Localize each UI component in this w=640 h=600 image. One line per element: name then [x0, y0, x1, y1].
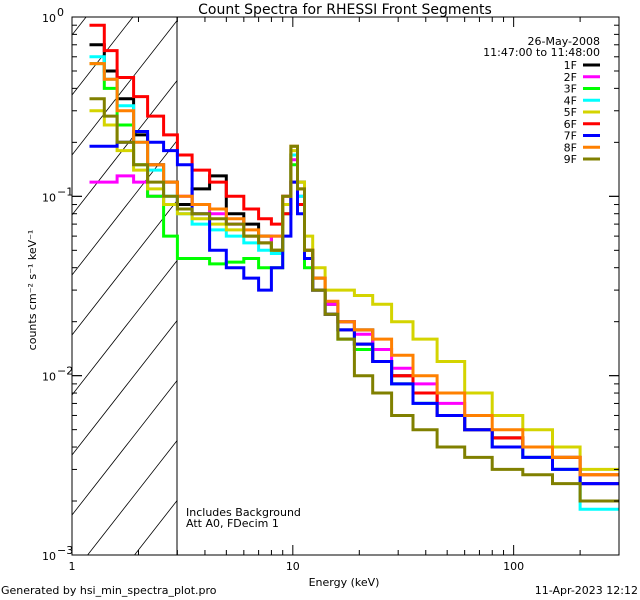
legend-time-range: 11:47:00 to 11:48:00 [483, 46, 600, 59]
hatch-line [87, 439, 178, 556]
y-tick-exponent: −1 [57, 185, 73, 198]
y-tick-label: 10 [42, 550, 56, 563]
y-tick-exponent: 0 [57, 6, 64, 19]
legend-label-5F: 5F [564, 106, 577, 119]
hatch-line [71, 319, 178, 456]
legend-label-1F: 1F [564, 59, 577, 72]
hatch-line [71, 199, 178, 336]
hatch-line [71, 379, 178, 516]
y-tick-label: 10 [42, 371, 56, 384]
legend-label-8F: 8F [564, 141, 577, 154]
chart-title: Count Spectra for RHESSI Front Segments [198, 2, 492, 18]
series-4F [89, 55, 619, 511]
y-axis-label: counts cm⁻² s⁻¹ keV⁻¹ [26, 230, 39, 351]
hatch-line [71, 16, 87, 36]
excluded-region-hatch [71, 16, 178, 556]
x-tick-label: 1 [69, 560, 76, 573]
series-5F [89, 109, 619, 471]
legend-date: 26-May-2008 [528, 35, 600, 48]
hatch-line [71, 139, 178, 276]
y-tick-label: 10 [42, 191, 56, 204]
plot-frame [71, 16, 620, 556]
footer-timestamp: 11-Apr-2023 12:12 [535, 584, 638, 597]
legend-label-2F: 2F [564, 71, 577, 84]
hatch-line [71, 79, 178, 216]
series-1F [89, 43, 619, 486]
x-tick-label: 10 [286, 560, 300, 573]
series-6F [89, 23, 619, 477]
annotation-background: Includes Background [186, 506, 301, 519]
legend-label-9F: 9F [564, 153, 577, 166]
annotation-attenuator: Att A0, FDecim 1 [186, 517, 279, 530]
footer-generated-by: Generated by hsi_min_spectra_plot.pro [1, 584, 217, 597]
y-tick-label: 10 [42, 12, 56, 25]
series-7F [89, 130, 619, 486]
hatch-line [71, 259, 178, 396]
series-8F [89, 62, 619, 477]
legend-label-4F: 4F [564, 94, 577, 107]
legend-label-3F: 3F [564, 83, 577, 96]
y-tick-exponent: −3 [57, 544, 73, 557]
y-tick-exponent: −2 [57, 365, 73, 378]
x-axis-label: Energy (keV) [309, 576, 380, 589]
legend-label-6F: 6F [564, 118, 577, 131]
hatch-line [134, 499, 178, 556]
legend-label-7F: 7F [564, 130, 577, 143]
hatch-line [71, 19, 178, 156]
series-9F [89, 97, 619, 503]
series-3F [89, 62, 619, 503]
x-tick-label: 100 [503, 560, 524, 573]
